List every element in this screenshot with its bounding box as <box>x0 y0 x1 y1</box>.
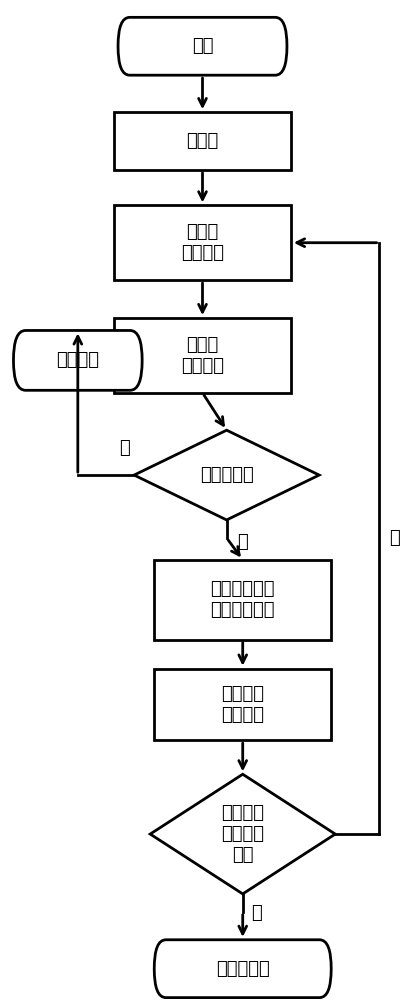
Polygon shape <box>150 774 335 894</box>
Text: 输电网
潮流计算: 输电网 潮流计算 <box>181 336 224 375</box>
Bar <box>154 560 331 640</box>
FancyBboxPatch shape <box>154 940 331 998</box>
Text: 开始: 开始 <box>192 37 213 55</box>
Polygon shape <box>134 430 319 520</box>
Text: 不收敛结束: 不收敛结束 <box>216 960 270 978</box>
Bar <box>114 112 291 170</box>
Text: 否: 否 <box>237 533 247 551</box>
Text: 初始化: 初始化 <box>186 132 219 150</box>
Bar <box>114 205 291 280</box>
Text: 是: 是 <box>251 904 262 922</box>
Text: 收敛性判断: 收敛性判断 <box>200 466 254 484</box>
Text: 收敛结束: 收敛结束 <box>56 351 99 369</box>
Text: 配电网
潮流计算: 配电网 潮流计算 <box>181 223 224 262</box>
Text: 达到最大
迭代次数
检验: 达到最大 迭代次数 检验 <box>221 804 264 864</box>
FancyBboxPatch shape <box>13 330 142 390</box>
FancyBboxPatch shape <box>118 17 287 75</box>
Bar <box>154 669 331 740</box>
Text: 基于最小二乘
法的拟合修正: 基于最小二乘 法的拟合修正 <box>211 580 275 619</box>
Text: 是: 是 <box>119 439 130 457</box>
Text: 当前迭代
次数更新: 当前迭代 次数更新 <box>221 685 264 724</box>
Bar <box>114 318 291 393</box>
Text: 否: 否 <box>390 529 400 547</box>
